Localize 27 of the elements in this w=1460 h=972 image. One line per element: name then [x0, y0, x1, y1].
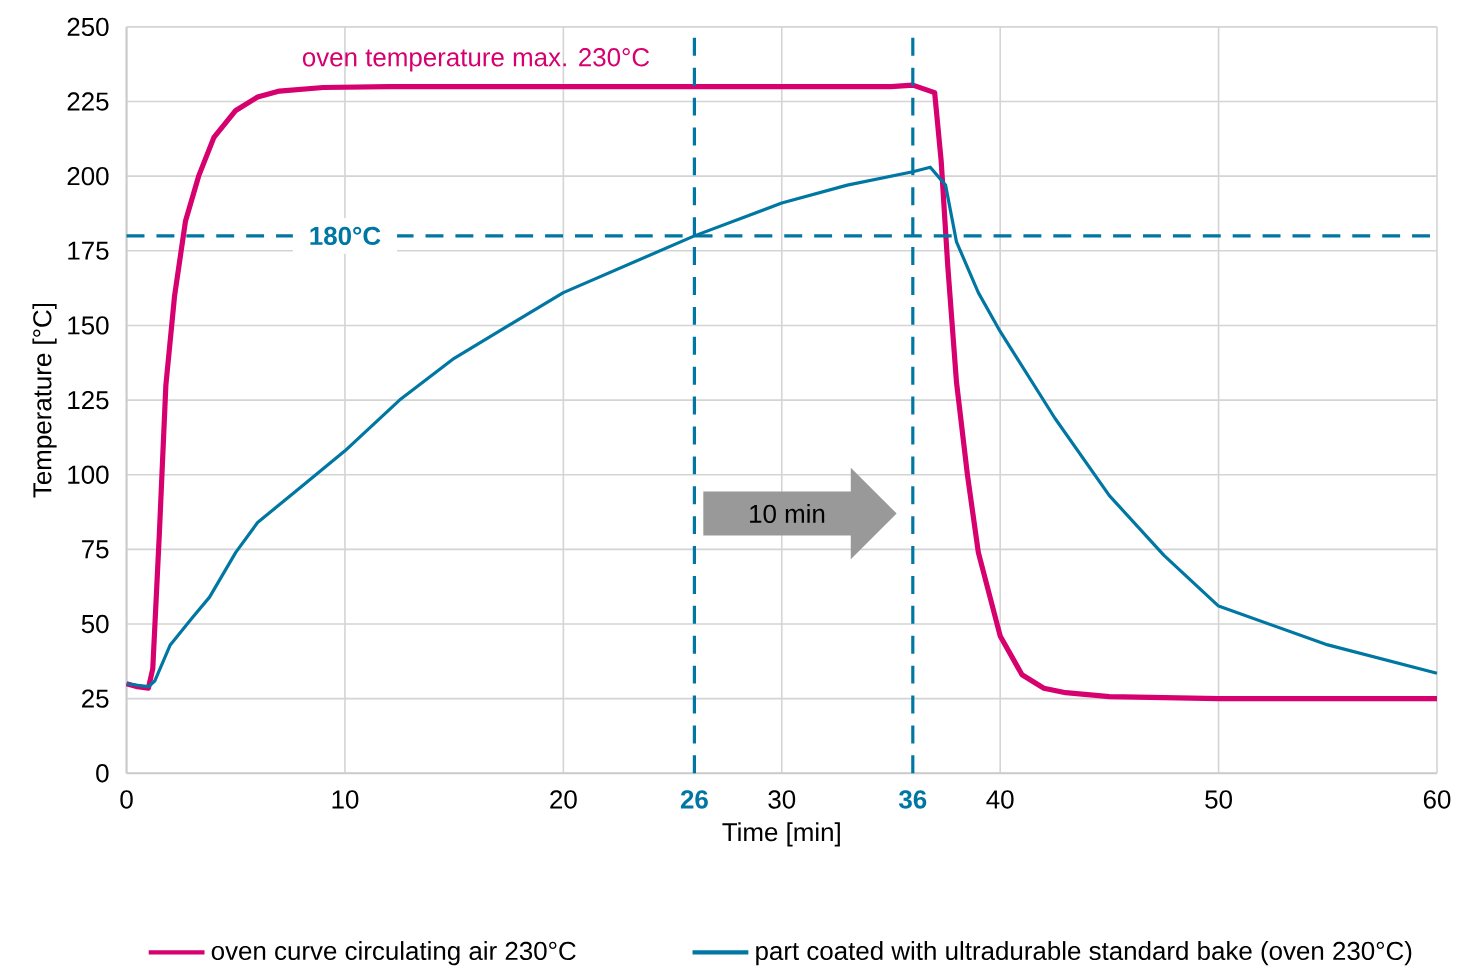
y-tick-label: 200: [67, 167, 109, 186]
y-tick-label: 100: [68, 465, 109, 485]
annotation: oven temperature max. 230°C: [302, 48, 650, 72]
y-tick-label: 50: [81, 614, 109, 634]
x-tick-label: 40: [986, 790, 1014, 809]
x-tick-label: 50: [1205, 790, 1232, 809]
x-tick-label: 60: [1423, 790, 1451, 809]
y-tick-label: 0: [96, 764, 109, 783]
legend-label: part coated with ultradurable standard bake (oven 230°C): [756, 941, 1412, 966]
x-tick-label: 30: [768, 790, 796, 809]
x-axis-title: Time [min]: [722, 822, 840, 847]
y-tick-label: 75: [82, 540, 109, 559]
x-tick-label: 20: [550, 790, 577, 809]
legend-label: oven curve circulating air 230°C: [211, 941, 576, 966]
y-tick-label: 250: [67, 17, 109, 37]
ref-line-label: 180°C: [310, 226, 381, 246]
ref-line-label: 36: [898, 790, 927, 809]
annotation: 10 min: [750, 504, 825, 524]
y-tick-label: 25: [82, 689, 109, 708]
y-tick-label: 175: [68, 241, 109, 260]
y-tick-label: 225: [67, 92, 109, 111]
y-axis-title: Temperature [°C]: [32, 304, 57, 498]
ref-line-label: 26: [680, 790, 708, 809]
x-tick-label: 0: [120, 790, 133, 809]
y-tick-label: 125: [68, 391, 109, 410]
y-tick-label: 150: [68, 316, 109, 335]
x-tick-label: 10: [332, 790, 359, 809]
